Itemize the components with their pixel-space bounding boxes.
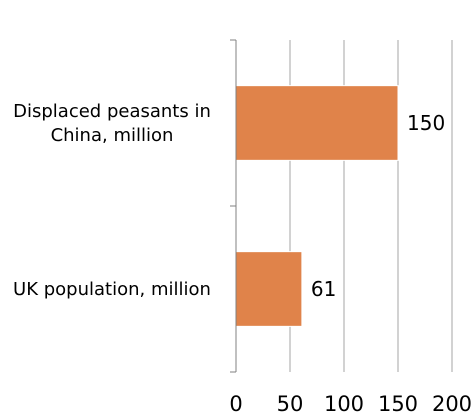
- bar-0: [235, 85, 399, 161]
- tick-label-100: 100: [324, 392, 364, 413]
- data-label-1: 61: [311, 277, 336, 301]
- category-label-0-0: Displaced peasants in: [13, 101, 211, 122]
- category-labels: Displaced peasants in China, million UK po…: [13, 101, 211, 300]
- data-label-0: 150: [407, 111, 445, 135]
- data-labels: 150 61: [311, 111, 445, 301]
- tick-label-200: 200: [432, 392, 472, 413]
- bars: [235, 85, 399, 327]
- tick-label-50: 50: [277, 392, 304, 413]
- bar-1: [235, 251, 303, 327]
- category-axis: [230, 39, 237, 373]
- tick-label-0: 0: [229, 392, 242, 413]
- category-label-0-1: China, million: [51, 125, 174, 146]
- tick-label-150: 150: [378, 392, 418, 413]
- category-label-1-0: UK population, million: [13, 279, 211, 300]
- value-tick-labels: 0 50 100 150 200: [229, 392, 472, 413]
